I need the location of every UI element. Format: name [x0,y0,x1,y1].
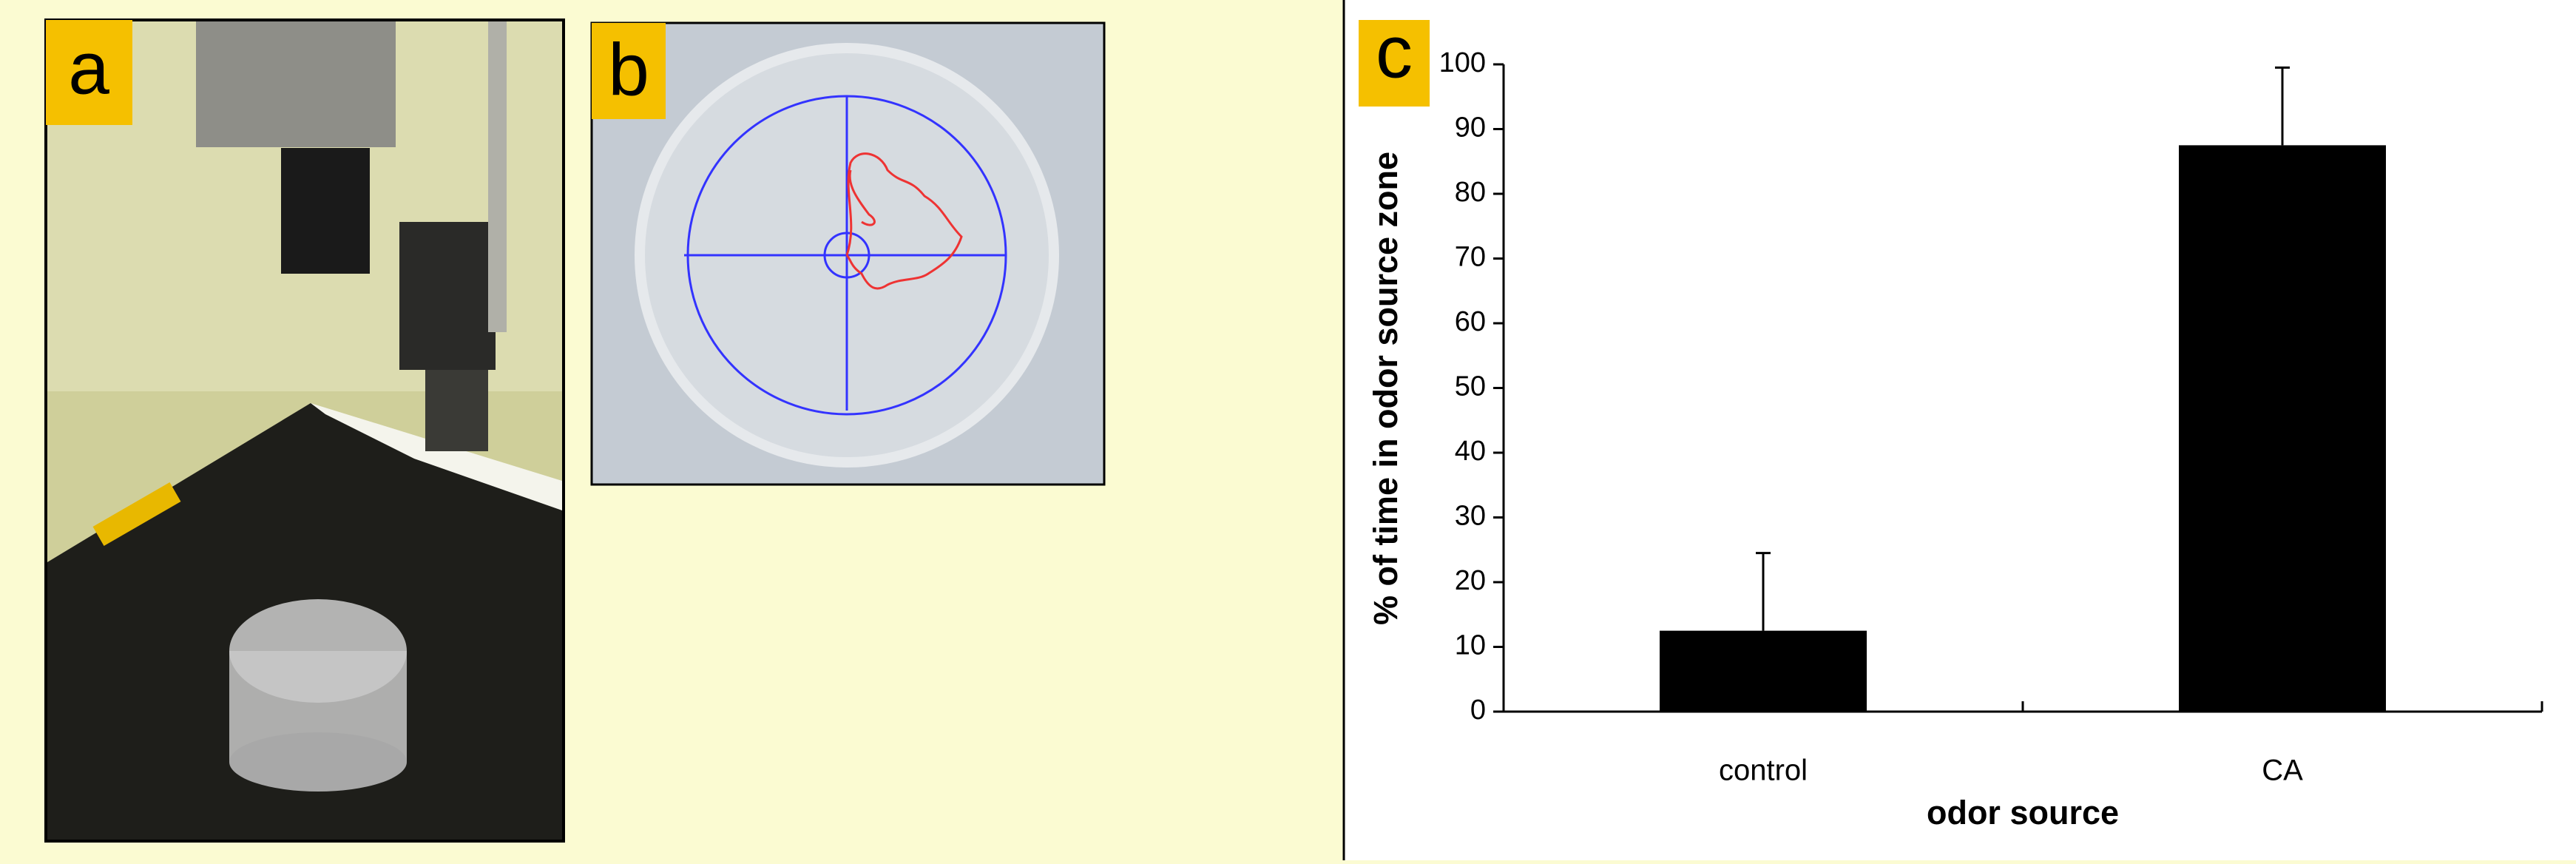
y-axis-title: % of time in odor source zone [1367,152,1404,625]
y-tick-label: 20 [1455,565,1486,596]
bar [2179,145,2386,712]
y-tick-label: 0 [1470,695,1486,726]
x-axis-title: odor source [1927,794,2119,831]
y-tick-label: 70 [1455,242,1486,273]
x-tick-label: control [1719,755,1808,787]
y-tick-label: 80 [1455,177,1486,208]
page: a b 0 10 20 30 40 50 60 70 80 90 100 control CA odor… [0,0,2576,860]
x-tick-label: CA [2262,755,2303,787]
y-tick-label: 100 [1439,47,1486,78]
y-tick-label: 60 [1455,306,1486,337]
y-tick-label: 30 [1455,501,1486,532]
panel-label: a [68,27,109,109]
panel-label: c [1376,10,1413,93]
bar [1660,631,1867,712]
figure: a b 0 10 20 30 40 50 60 70 80 90 100 control CA odor… [0,0,2576,860]
photo-a [46,20,564,841]
y-tick-label: 40 [1455,436,1486,467]
chart-background [1344,0,2576,860]
photo-b [592,23,1104,485]
y-tick-label: 90 [1455,112,1486,144]
y-tick-label: 10 [1455,630,1486,661]
y-tick-label: 50 [1455,371,1486,402]
panel-label: b [608,28,649,111]
